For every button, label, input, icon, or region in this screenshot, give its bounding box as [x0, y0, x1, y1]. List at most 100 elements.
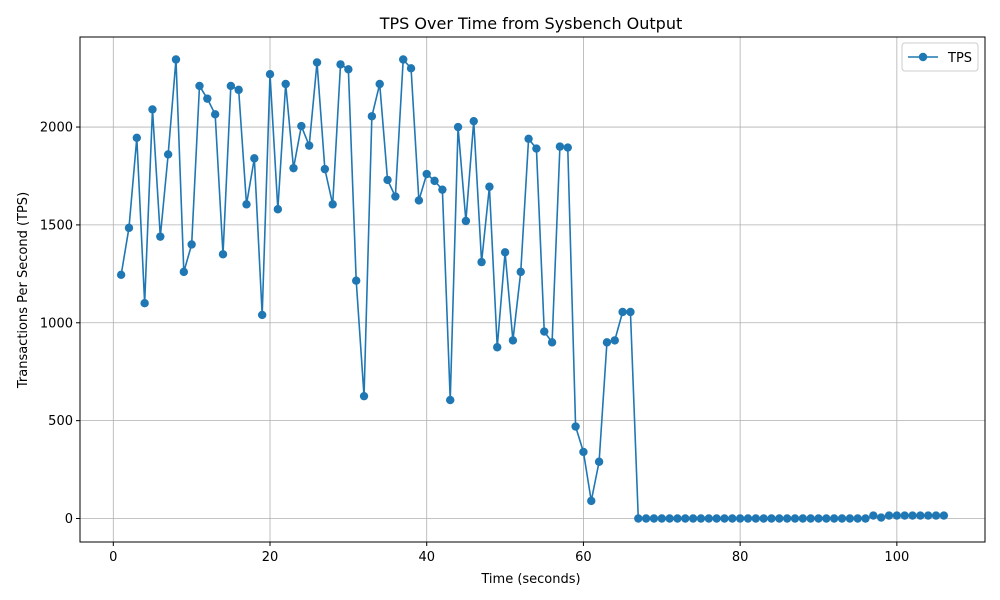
- y-tick-label: 1500: [40, 218, 73, 233]
- data-point: [735, 514, 745, 523]
- data-point: [673, 514, 682, 523]
- data-point: [571, 422, 580, 431]
- data-point: [116, 270, 126, 280]
- data-point: [696, 514, 706, 523]
- y-tick-label: 500: [48, 414, 73, 429]
- data-point: [446, 395, 455, 405]
- data-point: [688, 514, 698, 523]
- data-point: [602, 338, 612, 347]
- y-tick-label: 2000: [40, 121, 73, 136]
- data-point: [837, 514, 847, 523]
- data-point: [163, 150, 173, 159]
- data-point: [352, 276, 361, 285]
- legend-box: [901, 42, 979, 72]
- data-point: [876, 513, 886, 522]
- data-point: [712, 514, 721, 523]
- data-point: [782, 514, 792, 523]
- data-point: [328, 200, 337, 209]
- data-point: [767, 514, 776, 523]
- y-tick-label: 1000: [40, 316, 73, 331]
- data-point: [610, 336, 619, 345]
- data-point: [383, 175, 392, 185]
- data-point: [916, 511, 925, 520]
- data-point: [453, 122, 463, 132]
- y-tick-label: 0: [65, 512, 73, 527]
- data-point: [555, 142, 565, 151]
- x-tick-label: 40: [418, 550, 435, 565]
- data-point: [704, 514, 713, 523]
- data-point: [250, 154, 259, 163]
- data-point: [304, 141, 314, 150]
- data-point: [634, 514, 643, 523]
- data-point: [869, 511, 878, 520]
- data-point: [226, 81, 236, 91]
- data-point: [892, 511, 902, 520]
- data-point: [579, 447, 588, 457]
- data-point: [289, 163, 298, 173]
- x-tick-label: 80: [732, 550, 749, 565]
- chart-title: TPS Over Time from Sysbench Output: [379, 14, 683, 33]
- data-point: [853, 514, 862, 523]
- data-point: [344, 65, 353, 74]
- data-point: [171, 55, 181, 64]
- data-point: [751, 514, 761, 523]
- data-point: [477, 257, 486, 267]
- data-point: [367, 112, 377, 121]
- data-point: [156, 232, 165, 241]
- data-point: [681, 514, 690, 523]
- data-point: [923, 511, 933, 520]
- data-point: [908, 511, 917, 520]
- data-point: [587, 496, 596, 506]
- series-layer: [116, 55, 949, 523]
- data-point: [516, 267, 525, 277]
- plot-area-frame: [79, 36, 986, 543]
- data-point: [861, 514, 870, 523]
- data-point: [438, 185, 447, 194]
- data-point: [845, 514, 855, 523]
- data-point: [798, 514, 808, 523]
- data-point: [375, 79, 384, 89]
- data-point: [931, 511, 941, 520]
- data-point: [900, 511, 909, 520]
- data-point: [242, 200, 251, 209]
- y-axis-title: Transactions Per Second (TPS): [16, 192, 31, 389]
- data-point: [359, 391, 369, 401]
- data-point: [485, 182, 494, 191]
- data-point: [806, 514, 815, 523]
- data-point: [399, 55, 408, 64]
- data-point: [829, 514, 839, 523]
- data-point: [195, 81, 204, 91]
- data-point: [273, 205, 283, 214]
- data-point: [814, 514, 823, 523]
- data-point: [563, 143, 572, 152]
- data-point: [203, 94, 212, 103]
- legend: TPS: [901, 42, 979, 72]
- data-point: [414, 196, 424, 205]
- data-point: [265, 69, 275, 79]
- x-tick-label: 60: [575, 550, 592, 565]
- data-point: [297, 121, 306, 131]
- data-point: [822, 514, 831, 523]
- data-point: [469, 116, 478, 126]
- data-point: [743, 514, 753, 523]
- data-point: [657, 514, 666, 523]
- data-point: [218, 250, 228, 259]
- data-point: [132, 133, 142, 143]
- data-point: [430, 176, 439, 186]
- data-point: [257, 310, 267, 320]
- grid-layer: [80, 37, 985, 542]
- data-point: [312, 58, 322, 67]
- data-point: [406, 64, 416, 73]
- data-point: [524, 134, 533, 143]
- data-point: [532, 144, 541, 153]
- data-point: [336, 60, 345, 69]
- data-point: [187, 240, 196, 249]
- data-point: [422, 169, 431, 179]
- data-point: [500, 248, 510, 257]
- data-point: [234, 85, 243, 95]
- data-point: [508, 336, 518, 345]
- data-point: [140, 299, 149, 308]
- data-point: [493, 343, 502, 352]
- data-point: [649, 514, 659, 523]
